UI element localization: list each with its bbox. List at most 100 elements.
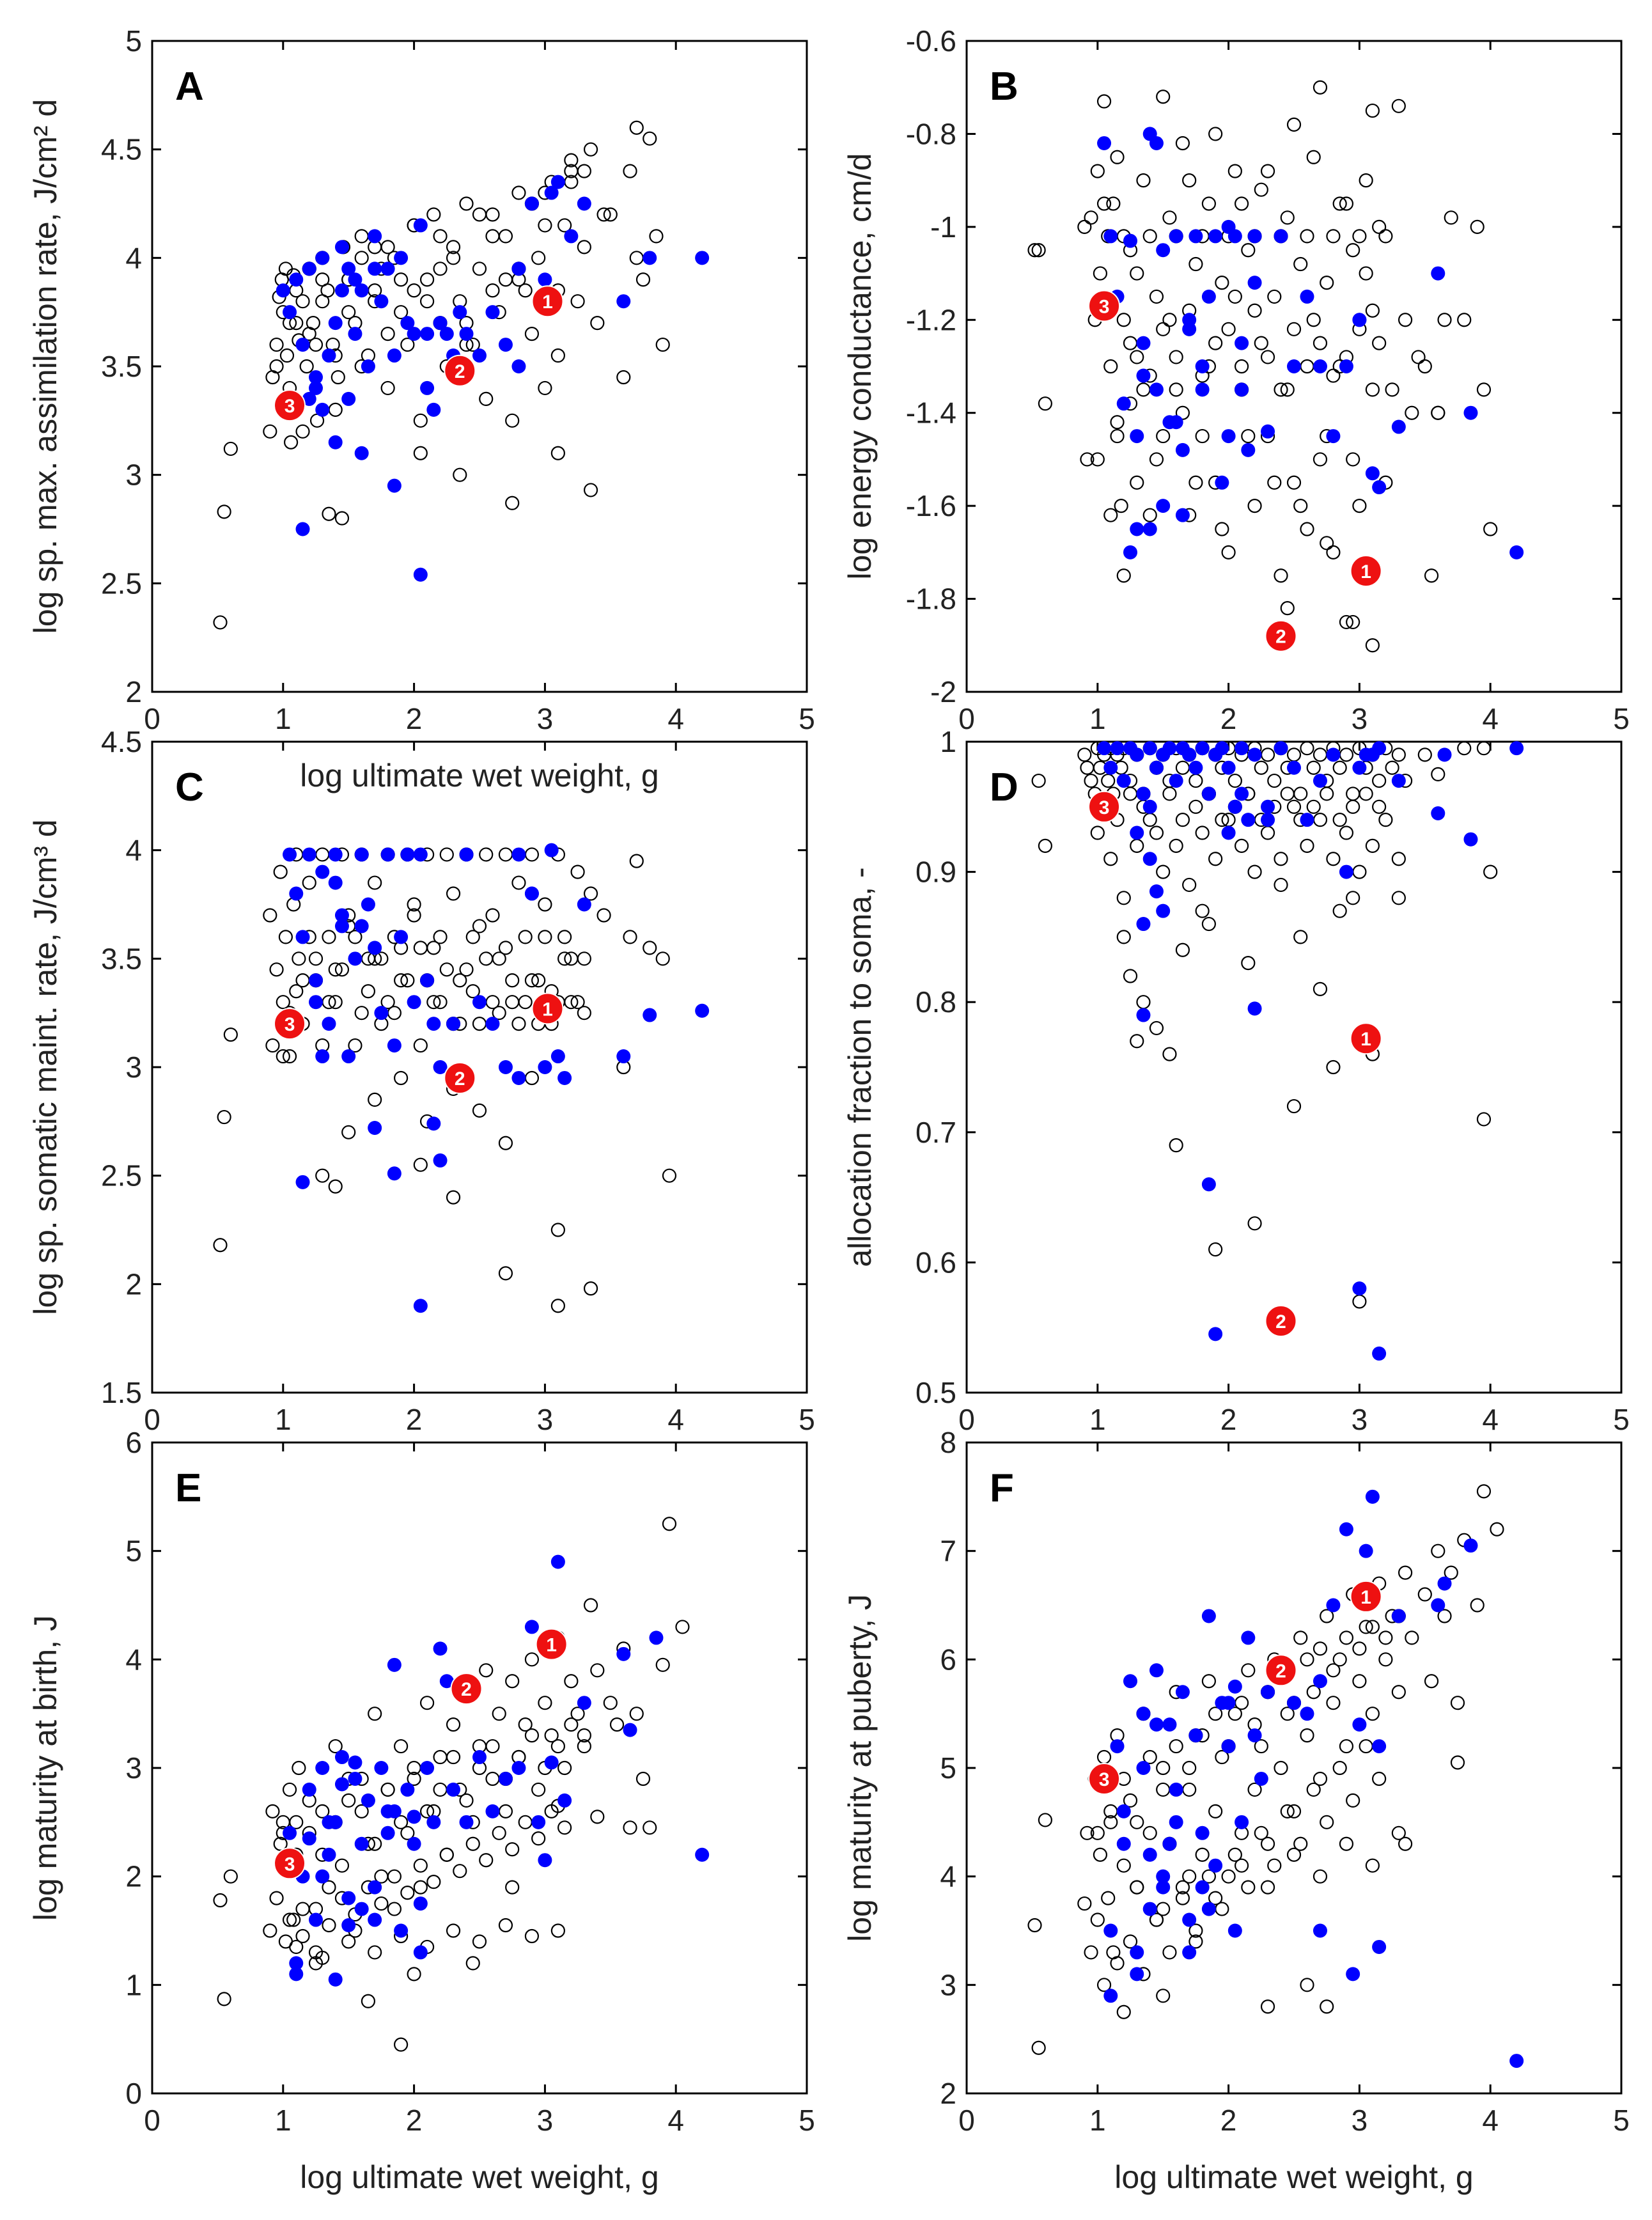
data-point-filled	[1162, 1836, 1177, 1851]
data-point-filled	[1130, 825, 1144, 840]
data-point-open	[1162, 786, 1177, 801]
data-point-filled	[341, 391, 356, 406]
data-point-open	[433, 930, 448, 944]
data-point-filled	[623, 1723, 637, 1737]
data-point-filled	[1130, 1945, 1144, 1960]
data-point-open	[1490, 1522, 1504, 1536]
data-point-filled	[368, 941, 382, 955]
data-point-open	[1332, 760, 1347, 775]
data-point-open	[1241, 1663, 1256, 1678]
data-point-filled	[1509, 741, 1524, 756]
data-point-filled	[413, 1299, 428, 1313]
data-point-filled	[1254, 1771, 1268, 1786]
data-point-open	[511, 185, 526, 200]
data-point-open	[1149, 1912, 1164, 1927]
panel-letter: C	[175, 765, 204, 809]
data-point-open	[354, 251, 369, 265]
data-point-filled	[302, 391, 316, 406]
data-point-filled	[1097, 741, 1112, 756]
data-point-open	[583, 1598, 598, 1613]
data-point-open	[292, 951, 306, 966]
data-point-filled	[276, 283, 290, 298]
data-point-filled	[1313, 774, 1327, 788]
data-point-filled	[1156, 903, 1171, 918]
data-point-open	[439, 962, 454, 977]
data-point-open	[511, 1017, 526, 1031]
data-point-open	[1156, 864, 1171, 879]
highlight-marker-label: 2	[1275, 627, 1286, 648]
data-point-open	[446, 251, 461, 265]
data-point-open	[1306, 1685, 1321, 1700]
data-point-open	[1201, 1869, 1216, 1884]
data-point-open	[1359, 1739, 1373, 1754]
data-point-open	[1227, 289, 1242, 304]
data-point-open	[1241, 1880, 1256, 1895]
data-point-open	[518, 1815, 533, 1829]
data-point-open	[662, 1168, 677, 1183]
data-point-filled	[413, 847, 428, 862]
y-tick-label: 2.5	[101, 1159, 142, 1192]
data-point-open	[590, 1810, 605, 1824]
data-point-filled	[649, 1630, 664, 1645]
data-point-open	[1405, 1630, 1419, 1645]
x-tick-label: 3	[1352, 2104, 1368, 2137]
data-point-filled	[1247, 229, 1262, 244]
data-point-open	[1080, 1825, 1095, 1840]
data-point-open	[1090, 825, 1105, 840]
data-point-filled	[328, 435, 343, 449]
data-point-open	[1359, 173, 1373, 188]
data-point-open	[407, 1771, 421, 1786]
data-point-open	[1306, 760, 1321, 775]
data-point-open	[433, 229, 448, 244]
x-tick-label: 3	[1352, 1403, 1368, 1436]
data-point-open	[1260, 1836, 1275, 1851]
data-point-filled	[348, 327, 362, 341]
y-tick-label: 2	[940, 2077, 956, 2110]
data-point-open	[322, 930, 336, 944]
data-point-open	[1300, 229, 1314, 244]
data-point-open	[1130, 1034, 1144, 1049]
data-point-open	[407, 283, 421, 298]
data-point-filled	[1300, 813, 1314, 827]
data-point-filled	[695, 1003, 710, 1018]
x-tick-label: 3	[537, 2104, 554, 2137]
data-point-open	[472, 1103, 487, 1118]
data-point-filled	[407, 1836, 421, 1851]
data-point-open	[400, 1825, 415, 1840]
data-point-open	[1300, 741, 1314, 756]
data-point-open	[413, 1858, 428, 1873]
data-point-open	[1084, 773, 1098, 788]
data-point-filled	[1261, 424, 1275, 439]
data-point-filled	[1130, 1967, 1144, 1982]
highlight-marker-label: 3	[284, 1854, 295, 1875]
data-point-open	[1080, 452, 1095, 467]
data-point-filled	[348, 272, 362, 287]
data-point-open	[531, 1831, 546, 1846]
data-point-filled	[1227, 1679, 1242, 1694]
data-point-open	[1346, 614, 1360, 630]
data-point-filled	[1130, 429, 1144, 444]
data-point-filled	[498, 1771, 513, 1786]
data-point-open	[1293, 499, 1308, 513]
data-point-filled	[309, 995, 323, 1010]
data-point-filled	[472, 348, 487, 363]
data-point-filled	[380, 1825, 395, 1840]
data-point-open	[550, 1923, 565, 1938]
highlight-marker-label: 2	[455, 361, 465, 382]
data-point-open	[328, 1179, 343, 1194]
data-point-filled	[334, 908, 349, 923]
data-point-filled	[1156, 1880, 1171, 1895]
data-point-filled	[1175, 442, 1190, 457]
data-point-open	[368, 875, 382, 890]
data-point-open	[1286, 117, 1302, 132]
x-tick-label: 3	[1352, 702, 1368, 735]
data-point-open	[279, 348, 295, 363]
data-point-open	[1444, 210, 1458, 225]
data-point-open	[643, 941, 657, 955]
data-point-open	[1027, 243, 1042, 258]
data-point-open	[394, 973, 409, 988]
data-point-open	[276, 995, 290, 1010]
data-point-filled	[643, 1008, 657, 1022]
data-point-filled	[295, 522, 310, 536]
data-point-filled	[498, 1060, 513, 1074]
